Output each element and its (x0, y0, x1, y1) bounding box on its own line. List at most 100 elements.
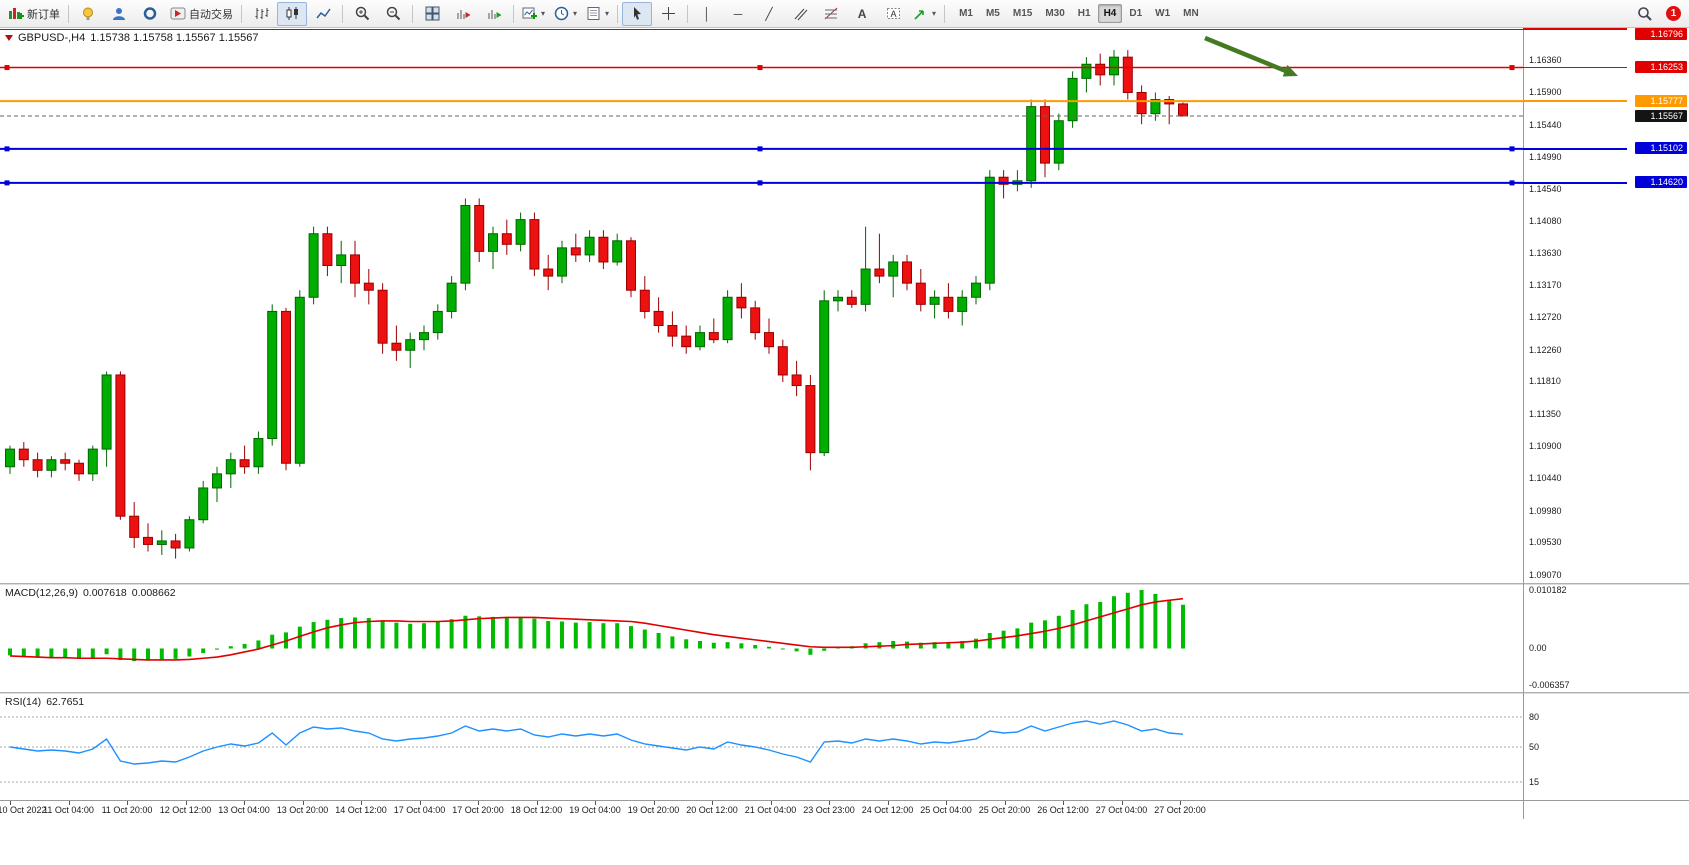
community-button[interactable] (104, 2, 134, 26)
candle (419, 332, 429, 341)
line-handle[interactable] (757, 65, 763, 71)
fibonacci-tool-button[interactable] (816, 2, 846, 26)
candle (529, 219, 540, 270)
line-handle[interactable] (4, 146, 10, 152)
ohlc-values: 1.15738 1.15758 1.15567 1.15567 (90, 32, 259, 44)
macd-histogram-bar (242, 643, 247, 649)
candle (750, 307, 761, 334)
candle (225, 459, 236, 475)
rsi-axis-label: 50 (1529, 742, 1540, 752)
candle (156, 540, 167, 545)
candle (791, 374, 802, 387)
line-handle[interactable] (1509, 65, 1515, 71)
candle (805, 385, 816, 454)
timeframe-button-d1[interactable]: D1 (1129, 8, 1143, 19)
notification-badge[interactable]: 1 (1666, 6, 1681, 21)
auto-scroll-button[interactable] (479, 2, 509, 26)
time-axis-tick (419, 801, 421, 805)
timeframe-button-m1[interactable]: M1 (959, 8, 973, 19)
candle (184, 519, 195, 549)
channel-tool-button[interactable] (785, 2, 815, 26)
chart-legend: GBPUSD-,H4 1.15738 1.15758 1.15567 1.155… (5, 32, 258, 44)
timeframe-button-m15[interactable]: M15 (1012, 8, 1033, 19)
line-handle[interactable] (1509, 146, 1515, 152)
tile-windows-button[interactable] (417, 2, 447, 26)
line-chart-button[interactable] (308, 2, 338, 26)
macd-histogram-bar (1015, 628, 1020, 649)
crosshair-button[interactable] (653, 2, 683, 26)
cursor-button[interactable] (622, 1, 653, 26)
one-click-trading-toggle[interactable] (5, 35, 13, 41)
horizontal-line-icon: ─ (733, 6, 743, 21)
line-handle[interactable] (4, 65, 10, 71)
period-selector-button[interactable]: ▾ (550, 2, 581, 26)
time-axis-label: 11 Oct 04:00 (43, 805, 94, 815)
economic-calendar-button[interactable] (73, 2, 103, 26)
trendline-tool-button[interactable]: ╱ (754, 2, 784, 26)
candlestick-chart-button[interactable] (277, 1, 307, 26)
timeframe-button-m30[interactable]: M30 (1045, 8, 1065, 19)
candle (860, 268, 871, 305)
line-handle[interactable] (4, 180, 10, 186)
time-axis-label: 13 Oct 04:00 (218, 805, 270, 815)
bar-chart-button[interactable] (246, 2, 276, 26)
macd-histogram-bar (215, 648, 219, 650)
shapes-tool-button[interactable]: ▾ (909, 2, 940, 26)
candle (198, 487, 209, 521)
timeframe-button-mn[interactable]: MN (1183, 8, 1199, 19)
timeframe-button-h4[interactable]: H4 (1097, 4, 1123, 23)
horizontal-line-tool-button[interactable]: ─ (723, 2, 753, 26)
candle (322, 233, 333, 267)
label-tool-button[interactable]: A (878, 2, 908, 26)
line-handle[interactable] (1509, 180, 1515, 186)
timeframe-button-w1[interactable]: W1 (1155, 8, 1171, 19)
candle (915, 282, 926, 305)
line-handle[interactable] (757, 146, 763, 152)
market-button[interactable] (135, 2, 165, 26)
autotrading-icon (170, 7, 186, 20)
time-axis-tick (536, 801, 538, 805)
panel-separator[interactable] (0, 692, 1689, 694)
zoom-out-button[interactable] (378, 2, 408, 26)
macd-histogram-bar (1084, 604, 1089, 649)
macd-svg (8, 590, 1185, 662)
macd-histogram-bar (1043, 620, 1047, 649)
price-axis-border (1523, 28, 1524, 819)
candle (1040, 106, 1050, 164)
timeframe-button-h1[interactable]: H1 (1077, 8, 1091, 19)
zoom-in-button[interactable] (347, 2, 377, 26)
search-button[interactable] (1630, 2, 1660, 26)
clock-icon (554, 6, 569, 21)
macd-histogram-bar (974, 638, 978, 649)
trend-arrow-annotation[interactable] (1204, 35, 1292, 75)
horizontal-line-extension (1523, 147, 1627, 150)
macd-histogram-bar (532, 618, 537, 649)
candle (377, 289, 388, 344)
toolbar-separator (241, 4, 242, 23)
template-button[interactable]: ▾ (582, 2, 613, 26)
chart-shift-button[interactable] (448, 2, 478, 26)
macd-histogram-bar (339, 618, 344, 649)
vertical-line-tool-button[interactable]: │ (692, 2, 722, 26)
timeframe-button-m5[interactable]: M5 (985, 8, 1000, 19)
candle (543, 268, 554, 277)
macd-histogram-bar (642, 629, 647, 649)
new-order-button[interactable]: 新订单 (4, 2, 64, 26)
candle (474, 204, 485, 252)
macd-signal-line (9, 597, 1184, 661)
new-chart-button[interactable]: ▾ (518, 2, 549, 26)
macd-axis-label: -0.006357 (1529, 680, 1570, 690)
candle (598, 236, 609, 263)
zoom-out-icon (386, 6, 400, 21)
line-handle[interactable] (757, 180, 763, 186)
time-axis-label: 14 Oct 12:00 (335, 805, 387, 815)
text-tool-button[interactable]: A (847, 2, 877, 26)
macd-histogram-bar (449, 619, 454, 649)
autotrading-button[interactable]: 自动交易 (166, 2, 237, 26)
panel-separator[interactable] (0, 583, 1689, 585)
macd-histogram-bar (90, 648, 95, 658)
macd-histogram-bar (518, 616, 523, 649)
candle (971, 282, 981, 298)
person-icon (113, 8, 125, 20)
macd-histogram-bar (1098, 601, 1103, 649)
